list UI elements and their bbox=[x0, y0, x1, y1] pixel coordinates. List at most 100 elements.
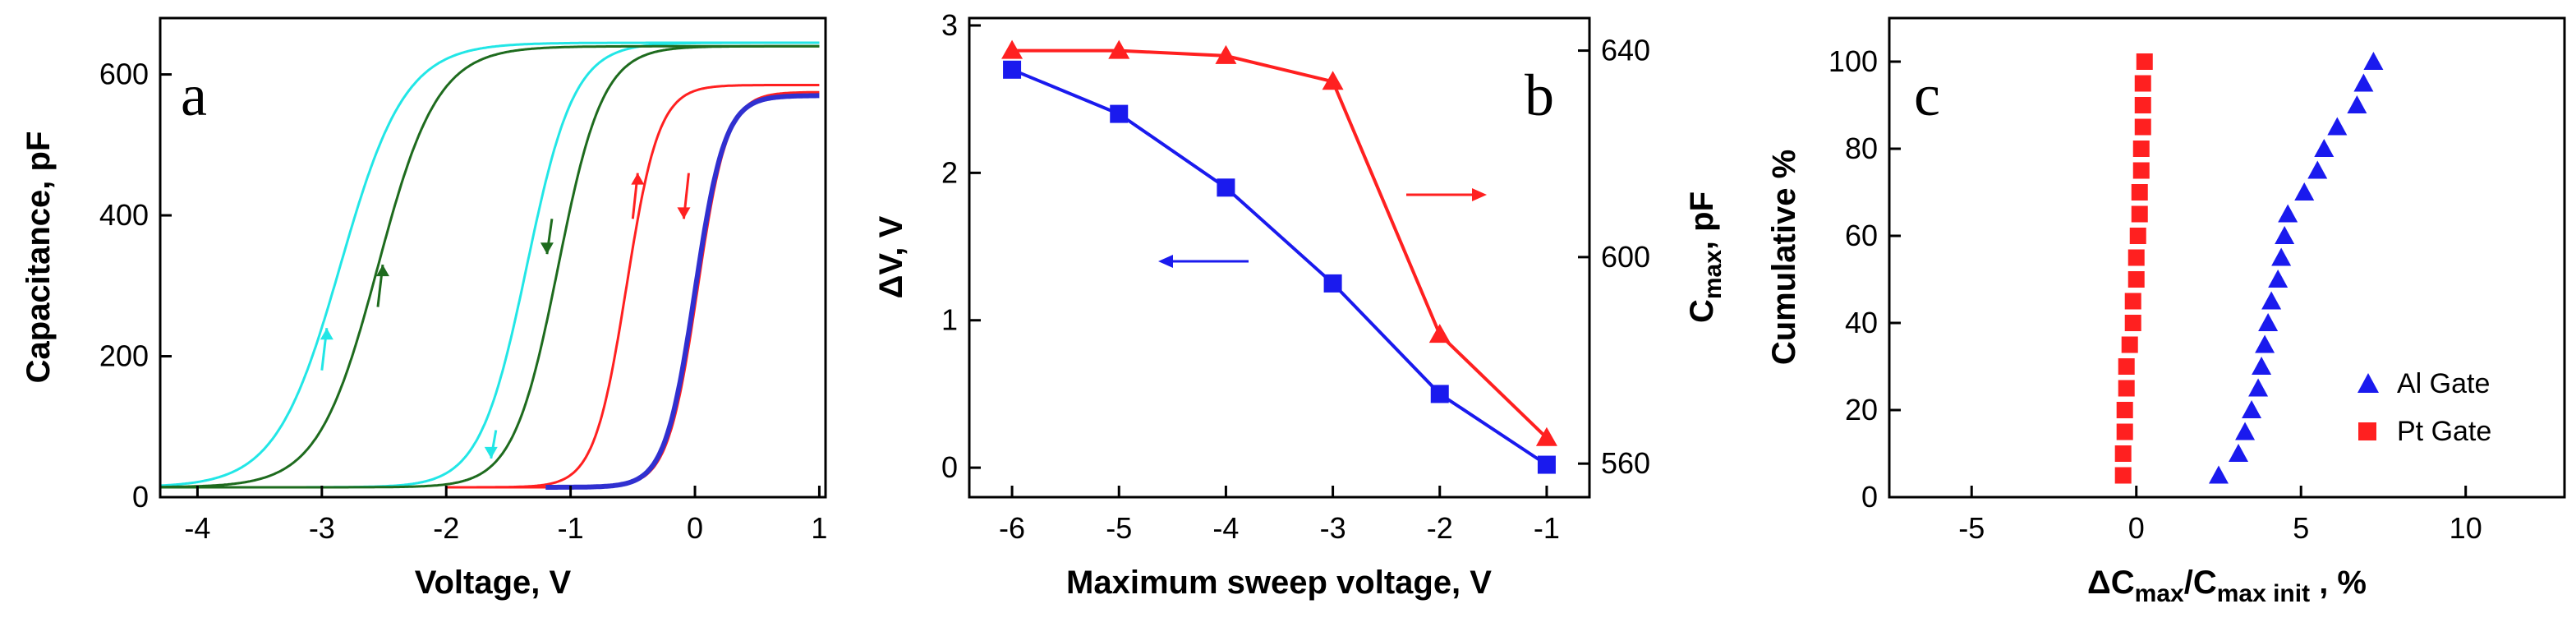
panel-b-y2label-sub: max bbox=[1700, 250, 1727, 299]
panel-b-xlabel: Maximum sweep voltage, V bbox=[1066, 565, 1492, 601]
data-point-triangle bbox=[2255, 334, 2275, 353]
xtick-label: -1 bbox=[1534, 511, 1560, 545]
legend-pt-label: Pt Gate bbox=[2397, 416, 2491, 447]
data-point-triangle bbox=[2258, 313, 2279, 331]
data-point-square bbox=[1537, 455, 1556, 474]
panel-a-letter: a bbox=[181, 62, 207, 128]
y2tick-label: 560 bbox=[1601, 446, 1650, 480]
data-point-triangle bbox=[2327, 117, 2348, 136]
ytick-label: 600 bbox=[99, 58, 149, 91]
y2tick-label: 640 bbox=[1601, 34, 1650, 67]
panel-b-ylabel: ΔV, V bbox=[873, 215, 909, 298]
data-point-square bbox=[2134, 97, 2151, 113]
data-point-square bbox=[1323, 274, 1342, 293]
data-point-square bbox=[2128, 271, 2145, 288]
data-point-square bbox=[2124, 315, 2141, 331]
ytick-label: 0 bbox=[1861, 480, 1878, 514]
panel-b-ticks: -6 -5 -4 -3 -2 -1 0 1 2 3 560 600 640 bbox=[941, 8, 1650, 545]
data-point-square bbox=[2132, 141, 2150, 157]
data-point-square bbox=[2118, 380, 2135, 397]
data-point-triangle bbox=[2208, 465, 2229, 484]
data-point-triangle bbox=[2252, 357, 2272, 375]
panel-b-letter: b bbox=[1525, 62, 1554, 128]
panel-a-plot-area bbox=[159, 41, 820, 490]
legend-al-label: Al Gate bbox=[2397, 368, 2490, 399]
data-point-triangle bbox=[2275, 226, 2295, 244]
left-axis-arrow-head bbox=[1158, 255, 1173, 268]
data-point-square bbox=[2134, 75, 2151, 92]
ytick-label: 100 bbox=[1828, 44, 1878, 78]
panel-b-y2label-main: C bbox=[1684, 299, 1720, 323]
data-point-triangle bbox=[2248, 378, 2269, 397]
xtick-label: 0 bbox=[687, 511, 703, 545]
data-point-triangle bbox=[2268, 270, 2288, 288]
sweep-arrow-head bbox=[484, 446, 498, 459]
data-point-triangle bbox=[1428, 324, 1451, 343]
sweep-arrow-head bbox=[540, 242, 554, 255]
ytick-label: 200 bbox=[99, 339, 149, 373]
panel-b-y2label-unit: , pF bbox=[1684, 191, 1720, 250]
data-point-triangle bbox=[2363, 52, 2384, 70]
xtick-label: 10 bbox=[2450, 511, 2482, 545]
sweep-arrow-head bbox=[631, 173, 645, 185]
ytick-label: 1 bbox=[941, 303, 958, 337]
data-point-square bbox=[2121, 336, 2138, 353]
data-point-triangle bbox=[2229, 444, 2249, 462]
data-point-square bbox=[2128, 249, 2145, 266]
xtick-label: -5 bbox=[1106, 511, 1132, 545]
series-line-ΔV bbox=[1011, 67, 1548, 467]
legend-al-marker bbox=[2358, 373, 2379, 393]
panel-a: -4 -3 -2 -1 0 1 0 200 400 600 a Voltage, V Capaci… bbox=[21, 16, 827, 601]
ytick-label: 2 bbox=[941, 155, 958, 189]
panel-c-xlabel-sub2: max init bbox=[2217, 580, 2310, 607]
xtick-label: -4 bbox=[1212, 511, 1239, 545]
panel-a-ylabel: Capacitance, pF bbox=[21, 131, 57, 384]
data-point-square bbox=[2114, 467, 2132, 484]
data-point-triangle bbox=[2242, 400, 2262, 418]
series-line-cyan-up bbox=[159, 41, 820, 487]
ytick-label: 40 bbox=[1845, 306, 1878, 339]
data-point-triangle bbox=[1535, 426, 1557, 446]
xtick-label: -3 bbox=[309, 511, 335, 545]
series-line-red-up bbox=[446, 84, 820, 489]
data-point-triangle bbox=[2261, 291, 2282, 310]
xtick-label: 1 bbox=[811, 511, 827, 545]
ytick-label: 0 bbox=[132, 480, 149, 514]
xtick-label: 0 bbox=[2128, 511, 2145, 545]
panel-b-y2label: Cmax, pF bbox=[1684, 191, 1727, 323]
ytick-label: 80 bbox=[1845, 131, 1878, 165]
data-point-square bbox=[2116, 423, 2133, 440]
data-point-triangle bbox=[2353, 73, 2374, 92]
data-point-triangle bbox=[2347, 95, 2367, 113]
data-point-square bbox=[1110, 104, 1129, 123]
xtick-label: -3 bbox=[1320, 511, 1346, 545]
series-line-red-down bbox=[446, 90, 820, 489]
data-point-triangle bbox=[2307, 160, 2328, 179]
series-line-Cmax bbox=[1012, 48, 1548, 440]
panel-a-frame bbox=[159, 16, 827, 499]
ytick-label: 60 bbox=[1845, 219, 1878, 252]
data-point-square bbox=[2131, 205, 2148, 223]
xtick-label: -4 bbox=[184, 511, 210, 545]
data-point-triangle bbox=[2294, 182, 2315, 201]
panel-b: -6 -5 -4 -3 -2 -1 0 1 2 3 560 600 640 b Maximum swee… bbox=[873, 8, 1727, 601]
data-point-square bbox=[1430, 385, 1449, 403]
xtick-label: -5 bbox=[1958, 511, 1985, 545]
panel-c-xlabel-sub1: max bbox=[2135, 580, 2184, 607]
series-line-blue-sweep bbox=[545, 93, 820, 490]
data-point-triangle bbox=[1322, 71, 1344, 90]
series-line-green-down bbox=[160, 44, 820, 489]
data-point-square bbox=[2132, 162, 2150, 179]
data-point-square bbox=[2131, 184, 2148, 201]
panel-c-xlabel-mid: /C bbox=[2184, 565, 2217, 601]
data-point-triangle bbox=[2271, 247, 2292, 266]
data-point-triangle bbox=[1001, 39, 1024, 59]
y2tick-label: 600 bbox=[1601, 240, 1650, 274]
xtick-label: -2 bbox=[433, 511, 459, 545]
ytick-label: 400 bbox=[99, 198, 149, 232]
data-point-triangle bbox=[2314, 139, 2334, 157]
panel-c-xlabel-main: ΔC bbox=[2087, 565, 2135, 601]
panel-c-xlabel-unit: , % bbox=[2310, 565, 2367, 601]
data-point-triangle bbox=[1215, 44, 1237, 64]
